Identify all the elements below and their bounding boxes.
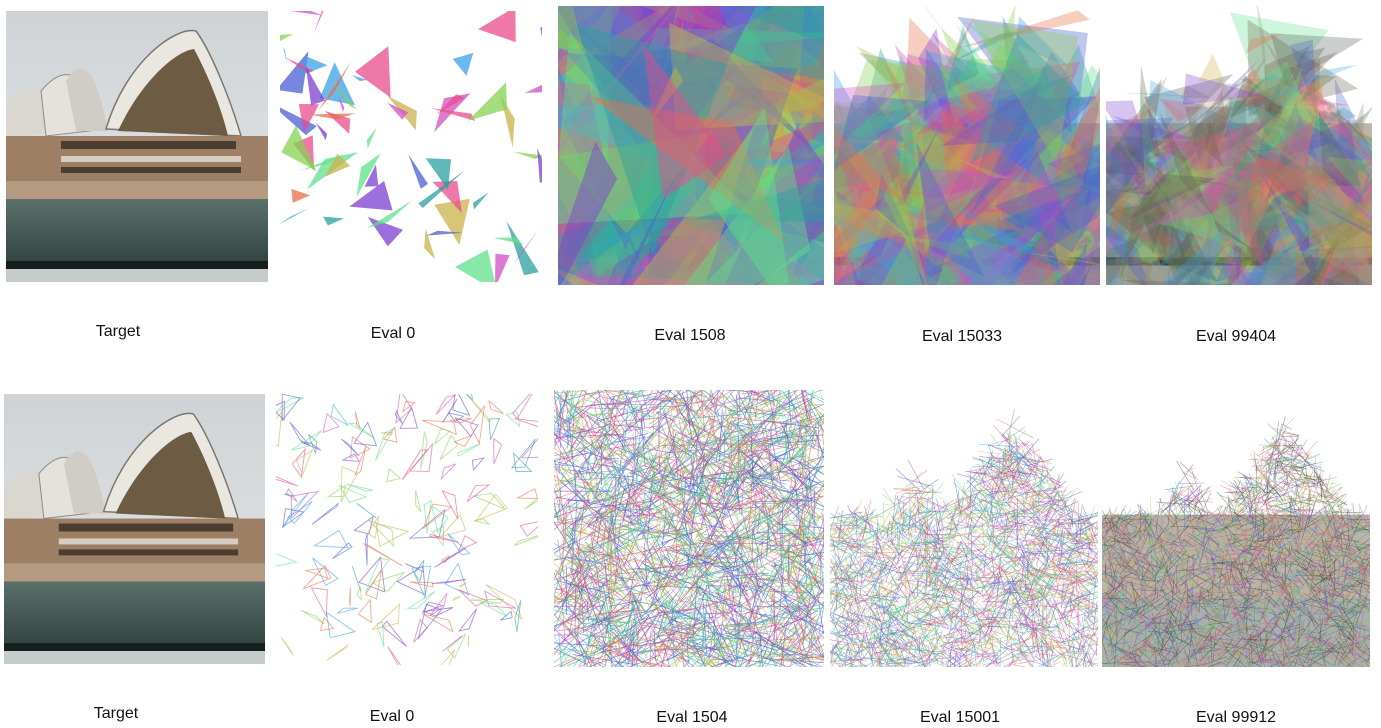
caption-eval: Eval 15033 bbox=[921, 328, 1003, 345]
evolved-image bbox=[280, 11, 542, 282]
caption-eval: Eval 99912 bbox=[1195, 709, 1277, 726]
evolved-image bbox=[1102, 390, 1370, 667]
evolved-image bbox=[558, 6, 824, 285]
caption-eval: Eval 15001 bbox=[919, 709, 1001, 726]
eval-image-row2-eval15001 bbox=[830, 390, 1098, 667]
eval-image-row2-eval1504 bbox=[554, 390, 824, 667]
eval-image-row1-eval15033 bbox=[834, 6, 1100, 285]
eval-image-row1-eval99404 bbox=[1106, 6, 1372, 285]
evolved-image bbox=[276, 394, 538, 665]
eval-image-row1-eval0 bbox=[280, 11, 542, 282]
target-image-row2 bbox=[4, 394, 265, 664]
target-image-row1 bbox=[6, 11, 268, 282]
evolved-image bbox=[830, 390, 1098, 667]
caption-eval: Eval 0 bbox=[370, 325, 416, 342]
evolved-image bbox=[554, 390, 824, 667]
opera-house-photo bbox=[6, 11, 268, 282]
caption-eval: Eval 99404 bbox=[1195, 328, 1277, 345]
caption-target: Target bbox=[95, 323, 141, 340]
eval-image-row2-eval99912 bbox=[1102, 390, 1370, 667]
opera-house-photo bbox=[4, 394, 265, 664]
evolved-image bbox=[834, 6, 1100, 285]
caption-eval: Eval 1504 bbox=[656, 709, 728, 726]
caption-eval: Eval 1508 bbox=[654, 327, 726, 344]
evolved-image bbox=[1106, 6, 1372, 285]
eval-image-row2-eval0 bbox=[276, 394, 538, 665]
caption-eval: Eval 0 bbox=[369, 708, 415, 725]
eval-image-row1-eval1508 bbox=[558, 6, 824, 285]
caption-target: Target bbox=[93, 705, 139, 722]
